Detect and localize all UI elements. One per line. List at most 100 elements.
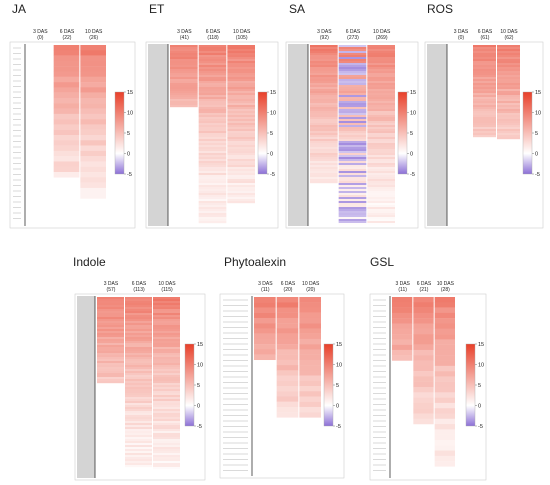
heatmap-cell bbox=[125, 433, 152, 436]
column-count: (0) bbox=[37, 35, 43, 41]
heatmap-cell bbox=[153, 405, 180, 408]
heatmap-cell bbox=[53, 97, 80, 104]
heatmap-cell bbox=[227, 99, 255, 102]
heatmap-cell bbox=[198, 57, 227, 60]
heatmap-cell bbox=[125, 439, 152, 442]
heatmap-cell bbox=[153, 425, 180, 428]
heatmap-cell bbox=[338, 209, 367, 212]
heatmap-cell bbox=[125, 311, 152, 314]
heatmap-cell bbox=[338, 153, 367, 156]
heatmap-cell bbox=[367, 93, 395, 96]
heatmap-cell bbox=[53, 45, 80, 51]
heatmap-cell bbox=[227, 77, 255, 80]
heatmap-cell bbox=[97, 335, 124, 338]
heatmap-cell bbox=[125, 419, 152, 422]
row-label-strip bbox=[427, 44, 447, 226]
heatmap-cell bbox=[53, 87, 80, 93]
heatmap-cell bbox=[170, 103, 198, 106]
heatmap-cell bbox=[367, 223, 395, 226]
heatmap-cell bbox=[153, 427, 180, 430]
heatmap-cell bbox=[473, 135, 496, 138]
heatmap-cell bbox=[97, 303, 124, 306]
heatmap-cell bbox=[434, 413, 455, 419]
heatmap-cell bbox=[198, 119, 227, 122]
heatmap-cell bbox=[473, 51, 496, 54]
heatmap-cell bbox=[473, 45, 496, 48]
heatmap-cell bbox=[198, 191, 227, 194]
heatmap-cell bbox=[125, 405, 152, 408]
heatmap-cell bbox=[310, 45, 338, 48]
heatmap-cell bbox=[367, 85, 395, 88]
heatmap-cell bbox=[413, 387, 434, 393]
heatmap-cell bbox=[125, 307, 152, 310]
heatmap-cell bbox=[367, 133, 395, 136]
heatmap-cell bbox=[473, 87, 496, 90]
heatmap-cell bbox=[338, 49, 367, 52]
heatmap-cell bbox=[227, 61, 255, 64]
heatmap-cell bbox=[198, 131, 227, 134]
heatmap-cell bbox=[310, 47, 338, 50]
heatmap-cell bbox=[338, 57, 367, 60]
heatmap-cell bbox=[367, 137, 395, 140]
column-count: (0) bbox=[458, 35, 464, 41]
heatmap-cell bbox=[170, 85, 198, 88]
heatmap-cell bbox=[227, 181, 255, 184]
heatmap-cell bbox=[97, 323, 124, 326]
heatmap-cell bbox=[125, 321, 152, 324]
heatmap-cell bbox=[125, 337, 152, 340]
heatmap-cell bbox=[153, 315, 180, 318]
heatmap-cell bbox=[338, 51, 367, 54]
heatmap-cell bbox=[125, 343, 152, 346]
heatmap-cell bbox=[434, 439, 455, 446]
heatmap-cell bbox=[198, 109, 227, 112]
heatmap-cell bbox=[198, 95, 227, 98]
heatmap-cell bbox=[367, 177, 395, 180]
heatmap-cell bbox=[338, 111, 367, 114]
heatmap-cell bbox=[170, 77, 198, 80]
heatmap-cell bbox=[125, 361, 152, 364]
colorbar-tick-label: 5 bbox=[336, 383, 339, 389]
heatmap-cell bbox=[125, 391, 152, 394]
heatmap-cell bbox=[367, 135, 395, 138]
heatmap-cell bbox=[198, 155, 227, 158]
heatmap-cell bbox=[310, 123, 338, 126]
heatmap-cell bbox=[497, 89, 520, 92]
heatmap-cell bbox=[367, 115, 395, 118]
heatmap-cell bbox=[227, 75, 255, 78]
heatmap-cell bbox=[153, 419, 180, 422]
heatmap-cell bbox=[473, 83, 496, 86]
heatmap-cell bbox=[276, 359, 299, 366]
heatmap-cell bbox=[310, 133, 338, 136]
heatmap-cell bbox=[125, 421, 152, 424]
heatmap-cell bbox=[97, 325, 124, 328]
heatmap-cell bbox=[497, 111, 520, 114]
heatmap-cell bbox=[276, 375, 299, 381]
heatmap-cell bbox=[125, 407, 152, 410]
heatmap-cell bbox=[198, 51, 227, 54]
heatmap-cell bbox=[310, 93, 338, 96]
heatmap-cell bbox=[80, 124, 106, 130]
heatmap-cell bbox=[153, 455, 180, 458]
colorbar-tick-label: 0 bbox=[197, 404, 200, 410]
column-count: (113) bbox=[133, 287, 145, 293]
heatmap-cell bbox=[367, 91, 395, 94]
heatmap-cell bbox=[125, 355, 152, 358]
heatmap-cell bbox=[473, 59, 496, 62]
row-label-strip bbox=[148, 44, 168, 226]
heatmap-cell bbox=[338, 147, 367, 150]
heatmap-cell bbox=[125, 305, 152, 308]
heatmap-cell bbox=[473, 67, 496, 70]
heatmap-cell bbox=[125, 415, 152, 418]
heatmap-cell bbox=[53, 82, 80, 88]
panel-title-ros: ROS bbox=[427, 2, 454, 16]
heatmap-cell bbox=[125, 359, 152, 362]
heatmap-cell bbox=[125, 441, 152, 444]
heatmap-cell bbox=[227, 145, 255, 148]
heatmap-cell bbox=[198, 133, 227, 136]
heatmap-cell bbox=[198, 195, 227, 198]
heatmap-cell bbox=[153, 341, 180, 344]
heatmap-cell bbox=[153, 399, 180, 402]
colorbar-tick-label: -5 bbox=[270, 172, 275, 178]
heatmap-cell bbox=[299, 323, 321, 329]
heatmap-cell bbox=[367, 195, 395, 198]
